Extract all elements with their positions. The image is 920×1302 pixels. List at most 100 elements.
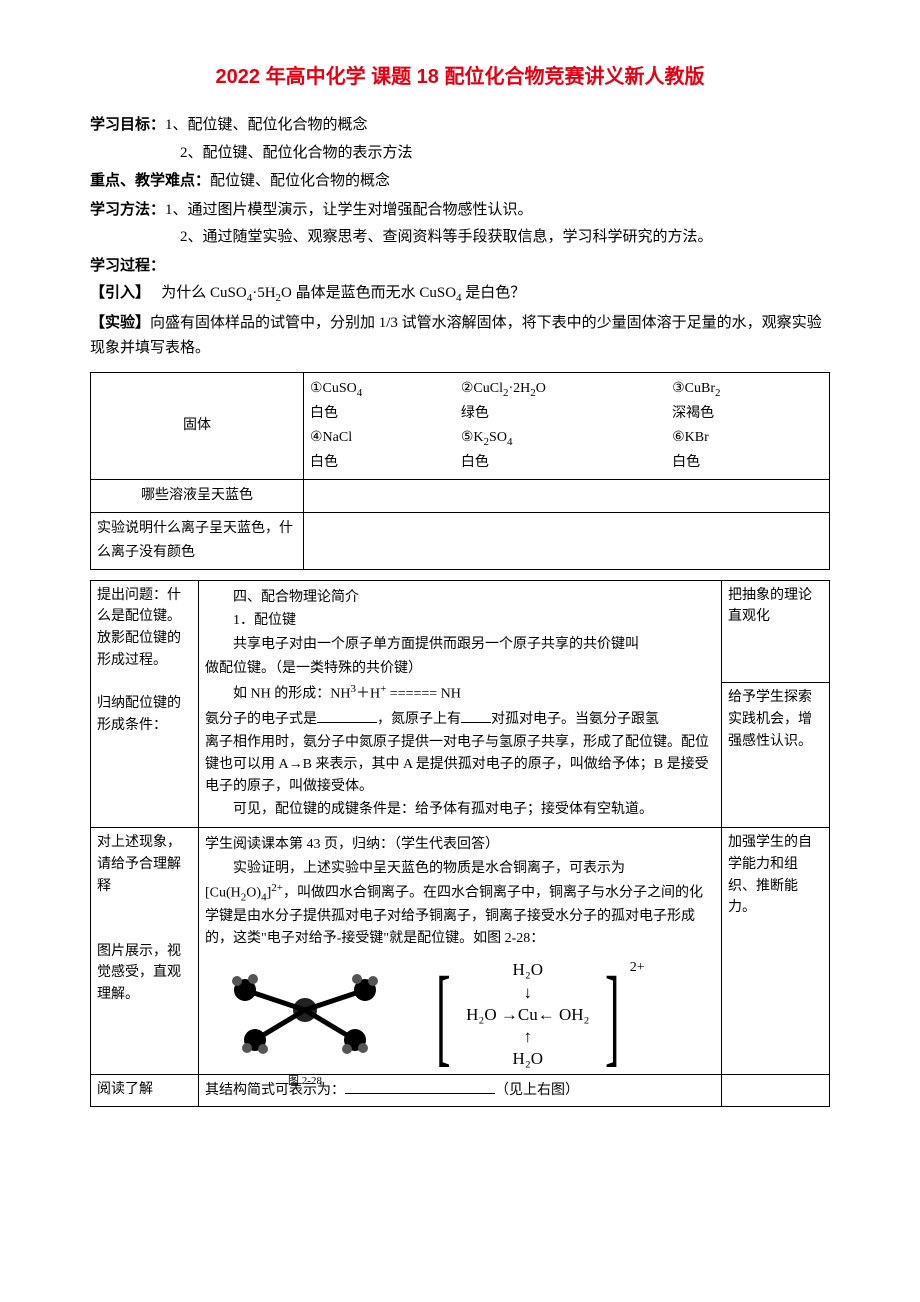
difficulty-text: 配位键、配位化合物的概念 <box>210 173 390 189</box>
experiment-text: 向盛有固体样品的试管中，分别加 1/3 试管水溶解固体，将下表中的少量固体溶于足… <box>90 315 822 357</box>
q5: 图片展示，视觉感受，直观理解。 <box>97 944 181 1002</box>
method-line-1: 学习方法：1、通过图片模型演示，让学生对增强配合物感性认识。 <box>90 197 830 224</box>
cell-right-2: 给予学生探索实践机会，增强感性认识。 <box>722 683 830 828</box>
p8b: O) <box>246 885 261 900</box>
f1s: 4 <box>357 386 363 398</box>
f5: ⑤K <box>461 430 484 445</box>
structure-formula: [ H₂O ↓ H₂O →Cu← OH₂ ↑ H₂O ] 2+ <box>425 959 631 1069</box>
f1: ①CuSO <box>310 381 357 396</box>
table-row: 固体 ①CuSO4 ②CuCl2·2H2O ③CuBr2 白色 绿色 深褐色 ④… <box>91 372 830 480</box>
experiment-line: 【实验】向盛有固体样品的试管中，分别加 1/3 试管水溶解固体，将下表中的少量固… <box>90 310 830 362</box>
h2o-bottom: H₂O <box>513 1049 543 1068</box>
p9b: （见上右图） <box>495 1083 579 1098</box>
table-row: 对上述现象，请给予合理解释 图片展示，视觉感受，直观理解。 学生阅读课本第 43… <box>91 828 830 1075</box>
arrow-down: ↓ <box>524 983 533 1002</box>
q4: 对上述现象，请给予合理解释 <box>97 835 181 893</box>
f6: ⑥KBr <box>672 426 823 451</box>
oh2-right: OH₂ <box>559 1005 589 1024</box>
f2: ②CuCl <box>461 381 503 396</box>
blank-2 <box>461 708 491 723</box>
difficulty-line: 重点、教学难点：配位键、配位化合物的概念 <box>90 168 830 195</box>
f5t: SO <box>489 430 507 445</box>
blank-1 <box>317 708 377 723</box>
method-1: 1、通过图片模型演示，让学生对增强配合物感性认识。 <box>165 202 533 218</box>
objective-1: 1、配位键、配位化合物的概念 <box>165 117 368 133</box>
p4c: 对孤对电子。当氨分子跟氢 <box>491 712 659 727</box>
h2o-top: H₂O <box>513 960 543 979</box>
q-text-1: 提出问题：什么是配位键。 <box>97 588 181 625</box>
c5: 白色 <box>461 451 672 475</box>
cell-blank-2 <box>304 513 830 570</box>
intro-text-3: O 晶体是蓝色而无水 CuSO <box>281 285 456 301</box>
p6: 可见，配位键的成键条件是：给予体有孤对电子；接受体有空轨道。 <box>205 799 715 821</box>
p8d: ，叫做四水合铜离子。在四水合铜离子中，铜离子与水分子之间的化学键是由水分子提供孤… <box>205 885 703 946</box>
p3b: ＋H <box>356 687 380 702</box>
p8: 实验证明，上述实验中呈天蓝色的物质是水合铜离子，可表示为 [Cu(H2O)4]2… <box>205 858 715 950</box>
cell-right-1: 把抽象的理论直观化 <box>722 580 830 683</box>
objective-label: 学习目标： <box>90 116 165 133</box>
experiment-label: 【实验】 <box>90 314 150 331</box>
f2t: ·2H <box>509 381 531 396</box>
cell-mid-1: 四、配合物理论简介 1．配位键 共享电子对由一个原子单方面提供而跟另一个原子共享… <box>199 580 722 828</box>
c6: 白色 <box>672 451 823 475</box>
q-text-3: 归纳配位键的形成条件： <box>97 696 181 733</box>
h2o-left: H₂O <box>466 1005 496 1024</box>
cell-blank-1 <box>304 480 830 513</box>
doc-title: 2022 年高中化学 课题 18 配位化合物竞赛讲义新人教版 <box>90 60 830 94</box>
molecule-diagram: 图 2-28 <box>215 955 395 1065</box>
method-2: 2、通过随堂实验、观察思考、查阅资料等手段获取信息，学习科学研究的方法。 <box>90 225 830 251</box>
table-row: 实验说明什么离子呈天蓝色，什么离子没有颜色 <box>91 513 830 570</box>
cell-right-4 <box>722 1074 830 1106</box>
intro-text-4: 是白色？ <box>462 285 526 301</box>
bracket-right: ] <box>605 960 620 1070</box>
intro-line: 【引入】 为什么 CuSO4·5H2O 晶体是蓝色而无水 CuSO4 是白色？ <box>90 280 830 308</box>
p3c: ====== NH <box>386 687 461 702</box>
difficulty-label: 重点、教学难点： <box>90 172 210 189</box>
figure-caption: 图 2-28 <box>215 1073 395 1090</box>
table-row: 哪些溶液呈天蓝色 <box>91 480 830 513</box>
experiment-table: 固体 ①CuSO4 ②CuCl2·2H2O ③CuBr2 白色 绿色 深褐色 ④… <box>90 372 830 570</box>
cell-left-1: 提出问题：什么是配位键。 放影配位键的形成过程。 归纳配位键的形成条件： <box>91 580 199 828</box>
cell-solid-content: ①CuSO4 ②CuCl2·2H2O ③CuBr2 白色 绿色 深褐色 ④NaC… <box>304 372 830 480</box>
p5: 离子相作用时，氨分子中氮原子提供一对电子与氢原子共享，形成了配位键。配位键也可以… <box>205 732 715 797</box>
p3: 如 NH 的形成：NH3＋H+ ====== NH <box>205 681 715 705</box>
cu-center: Cu <box>518 1005 538 1024</box>
f3: ③CuBr <box>672 381 715 396</box>
method-label: 学习方法： <box>90 201 165 218</box>
formula-body: H₂O ↓ H₂O →Cu← OH₂ ↑ H₂O <box>466 959 589 1069</box>
cell-right-3: 加强学生的自学能力和组织、推断能力。 <box>722 828 830 1075</box>
section-sub: 1．配位键 <box>205 610 715 632</box>
p7: 学生阅读课本第 43 页，归纳：（学生代表回答） <box>205 834 715 856</box>
c2: 绿色 <box>461 402 672 426</box>
cell-q1: 哪些溶液呈天蓝色 <box>91 480 304 513</box>
p1a: 共享电子对由一个原子单方面提供而跟另一个原子共享的共价键叫 <box>233 637 639 652</box>
table-row: 提出问题：什么是配位键。 放影配位键的形成过程。 归纳配位键的形成条件： 四、配… <box>91 580 830 683</box>
q-text-2: 放影配位键的形成过程。 <box>97 631 181 668</box>
c3: 深褐色 <box>672 402 823 426</box>
cell-mid-3: 学生阅读课本第 43 页，归纳：（学生代表回答） 实验证明，上述实验中呈天蓝色的… <box>199 828 722 1075</box>
f2t2: O <box>536 381 546 396</box>
bracket-left: [ <box>436 960 451 1070</box>
cell-left-4: 阅读了解 <box>91 1074 199 1106</box>
process-label: 学习过程： <box>90 253 830 279</box>
cell-left-3: 对上述现象，请给予合理解释 图片展示，视觉感受，直观理解。 <box>91 828 199 1075</box>
cell-solid-label: 固体 <box>91 372 304 480</box>
intro-label: 【引入】 <box>90 284 150 301</box>
content-table: 提出问题：什么是配位键。 放影配位键的形成过程。 归纳配位键的形成条件： 四、配… <box>90 580 830 1107</box>
objective-line-1: 学习目标：1、配位键、配位化合物的概念 <box>90 112 830 139</box>
p2: 做配位键。（是一类特殊的共价键） <box>205 658 715 680</box>
arrow-up: ↑ <box>524 1027 533 1046</box>
intro-text-2: ·5H <box>252 285 275 301</box>
p4a: 氨分子的电子式是 <box>205 712 317 727</box>
f5s2: 4 <box>507 436 513 448</box>
p2a: 做配位键。（是一类特殊的共价键） <box>205 661 422 676</box>
f4: ④NaCl <box>310 426 461 451</box>
c4: 白色 <box>310 451 461 475</box>
table-row: 阅读了解 其结构简式可表示为：（见上右图） <box>91 1074 830 1106</box>
p4: 氨分子的电子式是，氮原子上有对孤对电子。当氨分子跟氢 <box>205 708 715 731</box>
charge-label: 2+ <box>630 957 645 979</box>
f3s: 2 <box>715 386 721 398</box>
section-title: 四、配合物理论简介 <box>205 587 715 609</box>
intro-text-1: 为什么 CuSO <box>161 285 246 301</box>
p1: 共享电子对由一个原子单方面提供而跟另一个原子共享的共价键叫 <box>205 634 715 656</box>
